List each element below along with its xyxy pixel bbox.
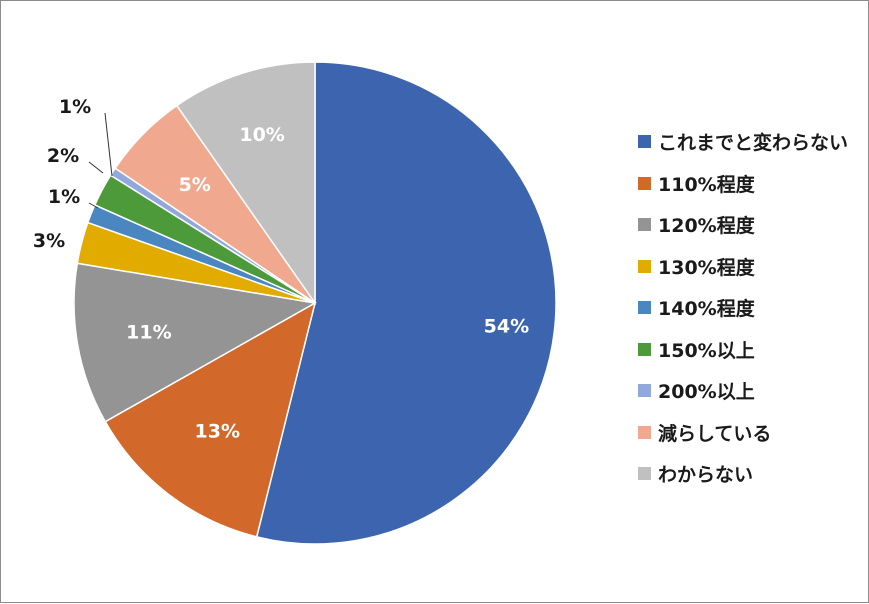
data-label-2: 13% — [195, 421, 240, 443]
pie-slice-2 — [104, 301, 317, 538]
leader-line-5 — [88, 202, 99, 209]
legend-label: 減らしている — [658, 422, 772, 445]
legend-item-1: これまでと変わらない — [638, 121, 866, 163]
legend-swatch — [638, 176, 651, 190]
legend-item-9: わからない — [638, 453, 866, 495]
data-label-6: 2% — [47, 145, 79, 167]
leader-lines — [88, 112, 113, 209]
pie-slice-3 — [73, 262, 318, 423]
legend-swatch — [638, 384, 651, 398]
legend-swatch — [638, 342, 651, 356]
leader-line-6 — [88, 161, 104, 174]
legend: これまでと変わらない 110%程度 120%程度 130%程度 140%程度 150%以上… — [638, 121, 866, 495]
legend-label: 200%以上 — [658, 381, 755, 404]
pie-slices — [73, 61, 557, 545]
legend-item-4: 130%程度 — [638, 246, 866, 288]
legend-label: これまでと変わらない — [658, 132, 849, 155]
legend-swatch — [638, 259, 651, 273]
data-label-3: 11% — [126, 321, 171, 343]
legend-label: 130%程度 — [658, 256, 755, 279]
legend-item-6: 150%以上 — [638, 329, 866, 371]
legend-label: 140%程度 — [658, 298, 755, 321]
leader-line-7 — [104, 112, 113, 177]
legend-label: 120%程度 — [658, 215, 755, 238]
legend-item-5: 140%程度 — [638, 287, 866, 329]
data-label-5: 1% — [48, 186, 80, 208]
legend-swatch — [638, 135, 651, 149]
legend-label: 110%程度 — [658, 173, 755, 196]
legend-item-2: 110%程度 — [638, 163, 866, 205]
legend-item-7: 200%以上 — [638, 370, 866, 412]
data-label-4: 3% — [33, 230, 65, 252]
legend-item-3: 120%程度 — [638, 204, 866, 246]
legend-item-8: 減らしている — [638, 412, 866, 454]
data-label-8: 5% — [179, 174, 211, 196]
legend-swatch — [638, 425, 651, 439]
data-labels: 54% 13% 11% 3% 1% 2% 1% 5% 10% — [33, 96, 529, 443]
pie-slice-9 — [175, 61, 316, 306]
legend-swatch — [638, 467, 651, 481]
legend-swatch — [638, 218, 651, 232]
legend-label: わからない — [658, 464, 754, 487]
pie-slice-1 — [255, 61, 557, 545]
data-label-7: 1% — [59, 96, 91, 118]
data-label-1: 54% — [484, 316, 529, 338]
data-label-9: 10% — [239, 124, 284, 146]
legend-swatch — [638, 301, 651, 315]
legend-label: 150%以上 — [658, 339, 755, 362]
